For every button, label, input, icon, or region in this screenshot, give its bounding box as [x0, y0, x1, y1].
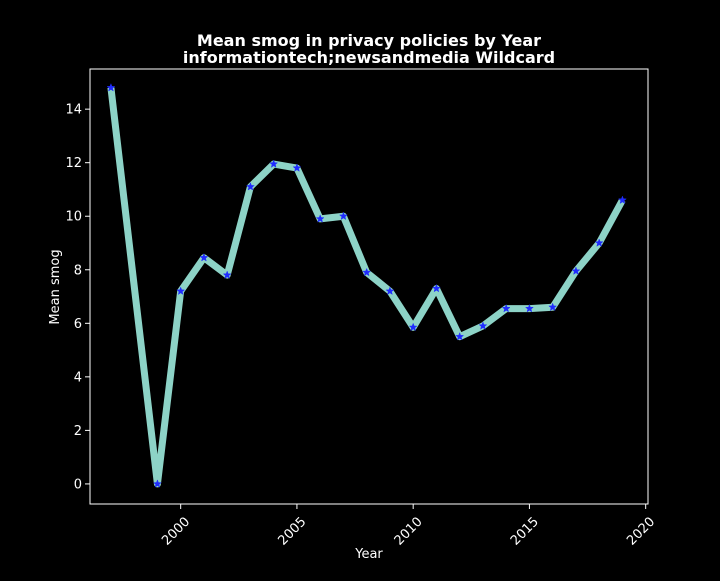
data-point-marker	[362, 267, 372, 277]
y-tick-label: 4	[74, 370, 82, 385]
y-tick-label: 14	[65, 103, 82, 118]
y-axis-ticks: 0 2 4 6 8 10 12 14	[65, 103, 90, 492]
y-tick-label: 10	[65, 210, 82, 225]
data-point-marker	[571, 266, 581, 275]
data-point-marker	[617, 195, 627, 204]
series-line	[107, 87, 626, 488]
data-point-marker	[524, 303, 534, 313]
chart-title-line2: informationtech;newsandmedia Wildcard	[183, 48, 555, 67]
data-point-marker	[385, 286, 395, 295]
data-point-marker	[245, 182, 255, 191]
data-point-marker	[292, 163, 302, 172]
x-axis-label: Year	[354, 547, 383, 562]
data-point-marker	[455, 331, 465, 341]
x-tick-label: 2015	[508, 515, 542, 549]
data-point-marker	[106, 83, 116, 92]
data-point-marker	[408, 322, 418, 332]
x-axis-ticks: 2000 2005 2010 2015 2020	[159, 504, 658, 549]
data-point-marker	[594, 238, 604, 247]
x-tick-label: 2020	[624, 515, 658, 549]
y-axis-label: Mean smog	[48, 249, 63, 324]
x-tick-label: 2005	[275, 515, 309, 549]
data-point-marker	[222, 270, 232, 279]
y-tick-label: 2	[74, 424, 82, 439]
x-tick-label: 2010	[392, 515, 426, 549]
data-point-marker	[269, 159, 279, 168]
data-point-marker	[315, 214, 325, 223]
y-tick-label: 0	[74, 477, 82, 492]
y-tick-label: 6	[74, 317, 82, 332]
data-point-marker	[199, 253, 209, 262]
data-point-marker	[431, 283, 441, 293]
y-tick-label: 12	[65, 156, 82, 171]
data-point-marker	[501, 303, 511, 313]
data-series	[106, 83, 627, 488]
chart-title-line1: Mean smog in privacy policies by Year	[197, 31, 541, 50]
x-tick-label: 2000	[159, 515, 193, 549]
data-point-marker	[548, 302, 558, 312]
data-point-marker	[152, 479, 162, 488]
data-point-marker	[478, 321, 488, 330]
data-point-marker	[338, 211, 348, 221]
plot-area-frame	[89, 68, 649, 505]
data-point-marker	[176, 286, 186, 295]
y-tick-label: 8	[74, 263, 82, 278]
